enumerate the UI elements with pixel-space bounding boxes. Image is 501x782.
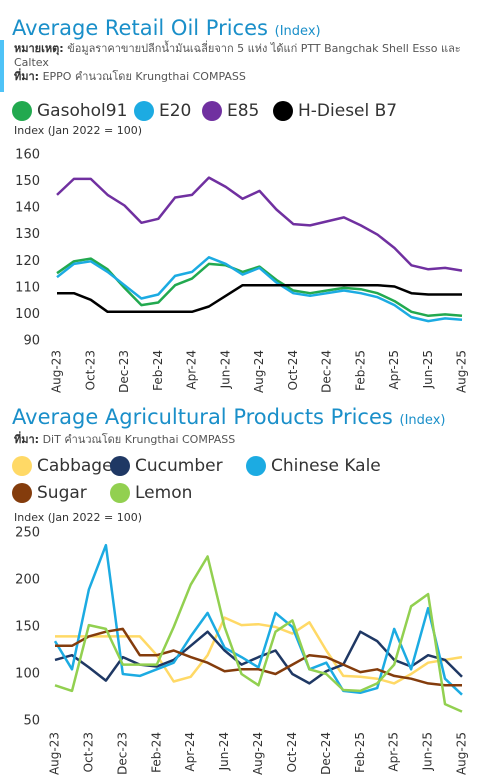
y-tick-label: 250: [15, 526, 40, 541]
y-tick-label: 130: [15, 227, 40, 242]
x-tick-label: Apr-24: [185, 350, 199, 390]
legend-marker: [110, 456, 130, 476]
series-line: [55, 627, 462, 687]
series-line: [54, 630, 463, 685]
legend-label: Gasohol91: [37, 101, 127, 121]
note-text: ข้อมูลราคาขายปลีกน้ำมันเฉลี่ยจาก 5 แห่ง …: [14, 42, 461, 69]
series-line: [56, 176, 463, 272]
source-label: ที่มา:: [14, 70, 40, 83]
x-tick-label: Aug-23: [48, 732, 62, 775]
x-tick-label: Aug-24: [251, 732, 265, 775]
legend-label: Sugar: [37, 483, 87, 503]
series-line: [55, 616, 463, 685]
x-tick-label: Apr-25: [387, 350, 401, 390]
x-tick-label: Oct-23: [83, 350, 97, 390]
legend-label: E20: [159, 101, 191, 121]
x-tick-label: Aug-25: [455, 732, 469, 775]
y-axis-label: Index (Jan 2022 = 100): [14, 124, 142, 137]
x-tick-label: Jun-25: [421, 732, 435, 771]
legend-marker: [12, 456, 32, 476]
x-tick-label: Aug-25: [455, 350, 469, 393]
series-line: [56, 257, 463, 318]
notes: หมายเหตุ: ข้อมูลราคาขายปลีกน้ำมันเฉลี่ยจ…: [14, 42, 484, 84]
x-tick-label: Dec-24: [320, 350, 334, 393]
x-tick-label: Dec-23: [117, 350, 131, 393]
y-tick-label: 110: [15, 280, 40, 295]
x-tick-label: Dec-24: [319, 732, 333, 775]
x-tick-label: Aug-24: [252, 350, 266, 393]
title-text: Average Retail Oil Prices: [12, 16, 268, 40]
series-line: [53, 543, 463, 696]
x-tick-label: Feb-25: [353, 350, 367, 391]
x-tick-label: Feb-25: [353, 732, 367, 773]
y-tick-label: 100: [15, 307, 40, 322]
x-tick-label: Apr-24: [183, 732, 197, 772]
y-tick-label: 200: [15, 573, 40, 588]
y-tick-label: 50: [23, 714, 40, 729]
legend-label: Lemon: [135, 483, 192, 503]
x-tick-label: Oct-23: [81, 732, 95, 772]
series-line: [57, 283, 462, 314]
legend-marker: [12, 483, 32, 503]
x-tick-label: Jun-24: [218, 350, 232, 389]
source-text: EPPO คำนวณโดย Krungthai COMPASS: [42, 70, 246, 83]
x-tick-label: Oct-24: [286, 350, 300, 390]
y-tick-label: 100: [15, 667, 40, 682]
y-axis-label: Index (Jan 2022 = 100): [14, 511, 142, 524]
legend-marker: [134, 101, 154, 121]
note: หมายเหตุ: ข้อมูลราคาขายปลีกน้ำมันเฉลี่ยจ…: [14, 42, 484, 70]
legend-marker: [110, 483, 130, 503]
legend-marker: [246, 456, 266, 476]
legend-label: Cabbage: [37, 456, 113, 476]
notes: ที่มา: DiT คำนวณโดย Krungthai COMPASS: [14, 433, 484, 447]
x-tick-label: Feb-24: [149, 732, 163, 773]
legend-label: Cucumber: [135, 456, 223, 476]
chart-title: Average Agricultural Products Prices (In…: [12, 405, 445, 429]
source: ที่มา: DiT คำนวณโดย Krungthai COMPASS: [14, 433, 484, 447]
legend-label: Chinese Kale: [271, 456, 381, 476]
legend-label: H-Diesel B7: [298, 101, 397, 121]
y-tick-label: 160: [15, 148, 40, 163]
title-note: (Index): [274, 24, 321, 39]
legend-marker: [202, 101, 222, 121]
x-tick-label: Dec-23: [115, 732, 129, 775]
y-tick-label: 90: [23, 334, 40, 349]
y-tick-label: 140: [15, 201, 40, 216]
chart-title: Average Retail Oil Prices (Index): [12, 16, 321, 40]
x-tick-label: Apr-25: [387, 732, 401, 772]
accent-bar: [0, 40, 4, 92]
note-label: หมายเหตุ:: [14, 42, 64, 55]
x-tick-label: Feb-24: [151, 350, 165, 391]
source: ที่มา: EPPO คำนวณโดย Krungthai COMPASS: [14, 70, 484, 84]
x-tick-label: Jun-24: [217, 732, 231, 771]
y-tick-label: 150: [15, 620, 40, 635]
x-tick-label: Jun-25: [421, 350, 435, 389]
legend-marker: [12, 101, 32, 121]
source-label: ที่มา:: [14, 433, 40, 446]
y-tick-label: 120: [15, 254, 40, 269]
y-tick-label: 150: [15, 174, 40, 189]
x-tick-label: Oct-24: [285, 732, 299, 772]
source-text: DiT คำนวณโดย Krungthai COMPASS: [42, 433, 236, 446]
series-line: [56, 256, 463, 323]
title-text: Average Agricultural Products Prices: [12, 405, 393, 429]
series-line: [54, 555, 463, 713]
legend-label: E85: [227, 101, 259, 121]
x-tick-label: Aug-23: [50, 350, 64, 393]
title-note: (Index): [399, 413, 446, 428]
legend-marker: [273, 101, 293, 121]
